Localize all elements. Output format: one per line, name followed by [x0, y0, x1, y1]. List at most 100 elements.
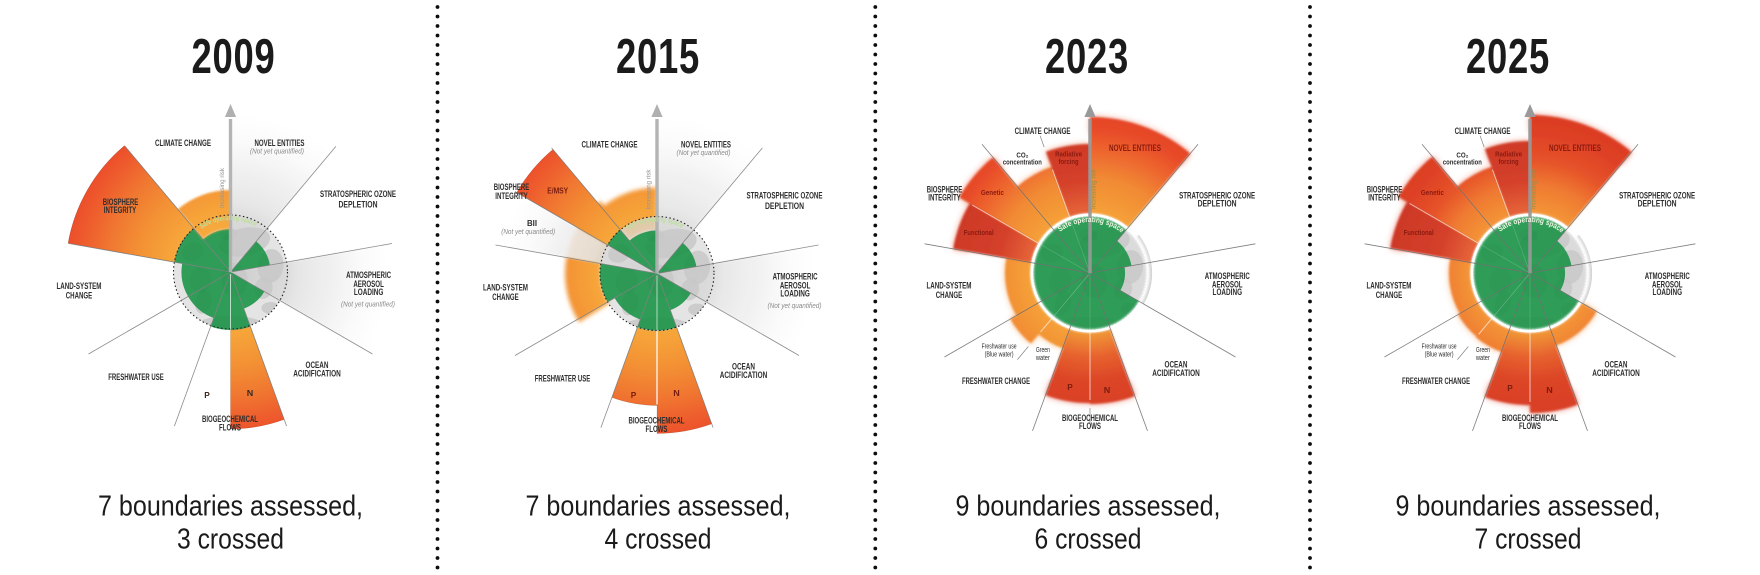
svg-text:NOVEL ENTITIES: NOVEL ENTITIES: [255, 138, 305, 148]
svg-text:CLIMATE CHANGE: CLIMATE CHANGE: [1015, 126, 1071, 136]
svg-text:(Not yet quantified): (Not yet quantified): [250, 147, 304, 156]
svg-text:ACIDIFICATION: ACIDIFICATION: [293, 368, 341, 378]
svg-text:BIOGEOCHEMICAL: BIOGEOCHEMICAL: [629, 416, 685, 426]
svg-text:LOADING: LOADING: [1213, 287, 1243, 297]
svg-text:P: P: [631, 390, 637, 400]
svg-text:LOADING: LOADING: [354, 287, 384, 297]
svg-text:CHANGE: CHANGE: [936, 290, 963, 300]
svg-text:ATMOSPHERIC: ATMOSPHERIC: [1205, 271, 1250, 281]
svg-text:FLOWS: FLOWS: [646, 424, 668, 434]
svg-text:7 crossed: 7 crossed: [1475, 524, 1582, 556]
svg-text:P: P: [1507, 384, 1513, 393]
svg-text:ACIDIFICATION: ACIDIFICATION: [1152, 368, 1200, 378]
svg-text:concentration: concentration: [1443, 158, 1482, 167]
svg-text:N: N: [1546, 386, 1553, 395]
svg-text:BIOSPHERE: BIOSPHERE: [927, 184, 963, 194]
svg-text:STRATOSPHERIC OZONE: STRATOSPHERIC OZONE: [1179, 191, 1255, 201]
svg-text:BII: BII: [527, 218, 537, 228]
svg-text:FLOWS: FLOWS: [219, 423, 241, 433]
svg-text:OCEAN: OCEAN: [732, 361, 755, 371]
svg-text:LAND-SYSTEM: LAND-SYSTEM: [927, 281, 972, 291]
svg-text:forcing: forcing: [1059, 157, 1079, 166]
svg-text:E/MSY: E/MSY: [547, 186, 568, 196]
svg-text:Radiative: Radiative: [1495, 150, 1522, 159]
svg-text:CLIMATE CHANGE: CLIMATE CHANGE: [582, 140, 638, 150]
svg-text:3 crossed: 3 crossed: [177, 524, 284, 556]
svg-text:Genetic: Genetic: [1421, 188, 1444, 197]
svg-text:FLOWS: FLOWS: [1519, 421, 1541, 431]
svg-text:Increasing risk: Increasing risk: [1092, 168, 1098, 209]
svg-text:OCEAN: OCEAN: [1605, 360, 1628, 370]
svg-text:N: N: [247, 388, 254, 398]
svg-text:AEROSOL: AEROSOL: [1652, 279, 1683, 289]
svg-text:Freshwater use: Freshwater use: [982, 344, 1017, 351]
svg-text:CHANGE: CHANGE: [66, 291, 93, 301]
svg-text:AEROSOL: AEROSOL: [353, 279, 384, 289]
svg-text:FRESHWATER USE: FRESHWATER USE: [535, 374, 591, 384]
svg-text:N: N: [1104, 386, 1111, 395]
svg-text:FRESHWATER CHANGE: FRESHWATER CHANGE: [962, 376, 1030, 386]
svg-text:CLIMATE CHANGE: CLIMATE CHANGE: [1455, 126, 1511, 136]
svg-text:2015: 2015: [616, 30, 700, 84]
svg-text:BIOGEOCHEMICAL: BIOGEOCHEMICAL: [1502, 413, 1558, 423]
svg-text:concentration: concentration: [1003, 158, 1042, 167]
svg-text:AEROSOL: AEROSOL: [780, 281, 811, 291]
svg-text:FLOWS: FLOWS: [1079, 421, 1101, 431]
svg-text:Increasing risk: Increasing risk: [220, 167, 226, 208]
svg-text:INTEGRITY: INTEGRITY: [495, 191, 528, 201]
svg-text:DEPLETION: DEPLETION: [765, 201, 804, 211]
svg-text:Increasing risk: Increasing risk: [1532, 168, 1538, 209]
svg-text:P: P: [204, 390, 210, 400]
svg-text:CO₂: CO₂: [1016, 150, 1028, 159]
svg-text:Functional: Functional: [964, 228, 994, 237]
svg-text:DEPLETION: DEPLETION: [339, 199, 378, 209]
svg-text:LOADING: LOADING: [1653, 287, 1683, 297]
svg-text:BIOSPHERE: BIOSPHERE: [1367, 184, 1403, 194]
svg-text:(Not yet quantified): (Not yet quantified): [501, 227, 555, 236]
svg-text:N: N: [673, 388, 680, 398]
svg-text:Genetic: Genetic: [981, 188, 1004, 197]
svg-text:P: P: [1067, 383, 1073, 392]
svg-text:INTEGRITY: INTEGRITY: [1368, 192, 1401, 202]
svg-text:INTEGRITY: INTEGRITY: [928, 192, 961, 202]
svg-text:4 crossed: 4 crossed: [605, 524, 712, 556]
svg-text:BIOGEOCHEMICAL: BIOGEOCHEMICAL: [202, 414, 258, 424]
svg-text:water: water: [1475, 355, 1490, 362]
svg-text:NOVEL ENTITIES: NOVEL ENTITIES: [681, 140, 731, 150]
svg-text:ATMOSPHERIC: ATMOSPHERIC: [1645, 271, 1690, 281]
svg-text:6 crossed: 6 crossed: [1035, 524, 1142, 556]
svg-text:2009: 2009: [192, 30, 276, 84]
svg-text:NOVEL ENTITIES: NOVEL ENTITIES: [1109, 143, 1161, 153]
svg-text:LAND-SYSTEM: LAND-SYSTEM: [57, 281, 102, 291]
svg-text:OCEAN: OCEAN: [306, 360, 329, 370]
svg-text:9 boundaries assessed,: 9 boundaries assessed,: [1396, 491, 1661, 523]
svg-text:BIOGEOCHEMICAL: BIOGEOCHEMICAL: [1062, 413, 1118, 423]
svg-text:LAND-SYSTEM: LAND-SYSTEM: [1367, 281, 1412, 291]
svg-text:(Not yet quantified): (Not yet quantified): [341, 300, 395, 309]
svg-text:Green: Green: [1036, 347, 1050, 354]
svg-text:2025: 2025: [1466, 30, 1550, 84]
svg-text:9 boundaries assessed,: 9 boundaries assessed,: [956, 491, 1221, 523]
svg-text:DEPLETION: DEPLETION: [1638, 198, 1677, 208]
svg-text:Increasing risk: Increasing risk: [647, 168, 653, 209]
svg-text:(Blue water): (Blue water): [985, 351, 1014, 358]
svg-text:ACIDIFICATION: ACIDIFICATION: [1592, 368, 1640, 378]
svg-text:STRATOSPHERIC OZONE: STRATOSPHERIC OZONE: [1619, 191, 1695, 201]
svg-text:Freshwater use: Freshwater use: [1422, 344, 1457, 351]
svg-text:AEROSOL: AEROSOL: [1212, 279, 1243, 289]
svg-text:(Not yet quantified): (Not yet quantified): [677, 148, 731, 157]
svg-text:ATMOSPHERIC: ATMOSPHERIC: [773, 271, 818, 281]
svg-text:BIOSPHERE: BIOSPHERE: [494, 182, 530, 192]
svg-text:Functional: Functional: [1404, 228, 1434, 237]
svg-text:Radiative: Radiative: [1055, 150, 1082, 159]
svg-text:CO₂: CO₂: [1456, 150, 1468, 159]
svg-text:FRESHWATER CHANGE: FRESHWATER CHANGE: [1402, 376, 1470, 386]
svg-text:BIOSPHERE: BIOSPHERE: [103, 197, 139, 207]
svg-text:STRATOSPHERIC OZONE: STRATOSPHERIC OZONE: [747, 191, 823, 201]
svg-text:ATMOSPHERIC: ATMOSPHERIC: [346, 270, 391, 280]
svg-text:CHANGE: CHANGE: [1376, 290, 1403, 300]
svg-text:STRATOSPHERIC OZONE: STRATOSPHERIC OZONE: [320, 189, 396, 199]
svg-text:(Not yet quantified): (Not yet quantified): [768, 301, 822, 310]
svg-text:forcing: forcing: [1499, 157, 1519, 166]
svg-text:(Blue water): (Blue water): [1425, 351, 1454, 358]
